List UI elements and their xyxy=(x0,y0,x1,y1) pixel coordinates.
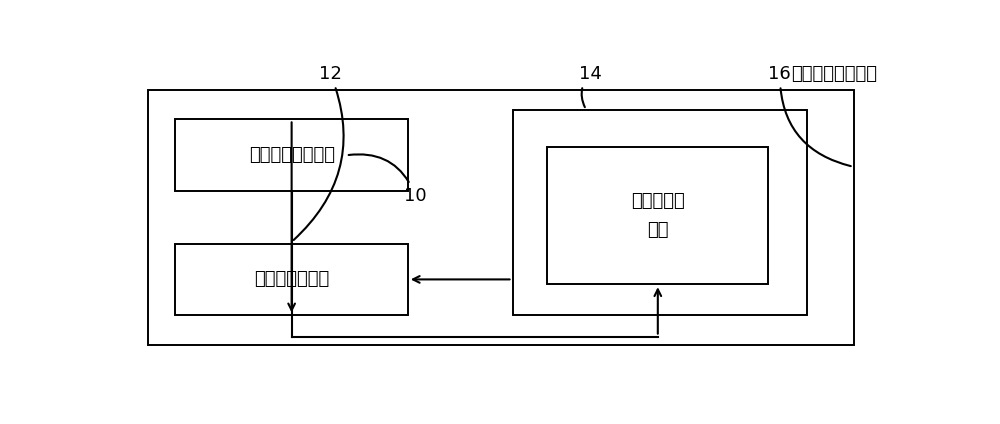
Bar xyxy=(547,147,768,285)
Text: 16: 16 xyxy=(768,65,851,166)
Bar xyxy=(175,243,408,315)
Text: 10: 10 xyxy=(349,154,427,205)
Bar xyxy=(512,110,807,315)
Text: 路口道路状
态表: 路口道路状 态表 xyxy=(631,192,685,240)
Bar xyxy=(148,90,854,345)
Text: 交通信号控制装置: 交通信号控制装置 xyxy=(791,65,877,83)
Text: 信号灯调节部件: 信号灯调节部件 xyxy=(254,271,329,288)
Text: 12: 12 xyxy=(294,65,344,240)
Bar xyxy=(175,120,408,191)
Text: 交通拥堵确定部件: 交通拥堵确定部件 xyxy=(249,146,335,165)
Text: 14: 14 xyxy=(579,65,601,107)
